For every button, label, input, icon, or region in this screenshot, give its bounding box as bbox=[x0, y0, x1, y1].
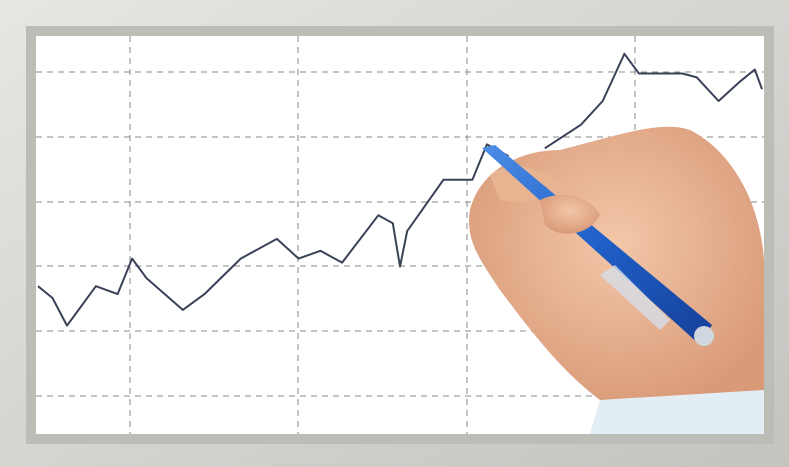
price-line bbox=[37, 52, 763, 327]
hand-with-pen bbox=[469, 126, 764, 434]
